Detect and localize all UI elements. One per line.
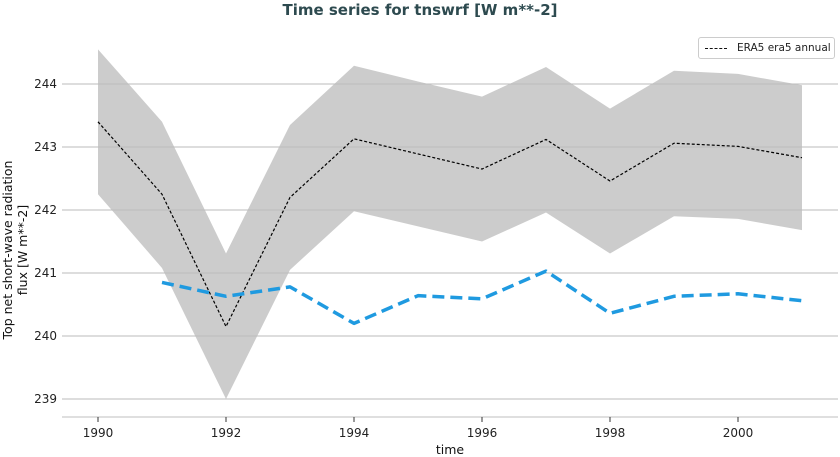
x-tick-label: 1992: [211, 426, 242, 440]
legend-swatch-dashed-line: [705, 47, 727, 49]
series-line-0: [97, 121, 803, 328]
x-tick-label: 1998: [595, 426, 626, 440]
y-tick-label: 241: [34, 266, 57, 280]
x-tick-label: 1996: [467, 426, 498, 440]
y-axis-label: Top net short-wave radiationflux [W m**-…: [0, 161, 30, 341]
y-tick-label: 242: [34, 203, 57, 217]
x-tick-label: 2000: [723, 426, 754, 440]
uncertainty-band: [98, 49, 802, 399]
x-tick-label: 1994: [339, 426, 370, 440]
y-tick-label: 240: [34, 329, 57, 343]
series-line-1: [161, 269, 803, 326]
y-tick-label: 239: [34, 392, 57, 406]
x-axis-label: time: [436, 442, 465, 457]
chart-title: Time series for tnswrf [W m**-2]: [282, 1, 558, 19]
legend: ERA5 era5 annual: [698, 37, 835, 59]
y-tick-label: 243: [34, 140, 57, 154]
y-tick-label: 244: [34, 77, 57, 91]
x-tick-label: 1990: [83, 426, 114, 440]
legend-label: ERA5 era5 annual: [737, 42, 831, 54]
